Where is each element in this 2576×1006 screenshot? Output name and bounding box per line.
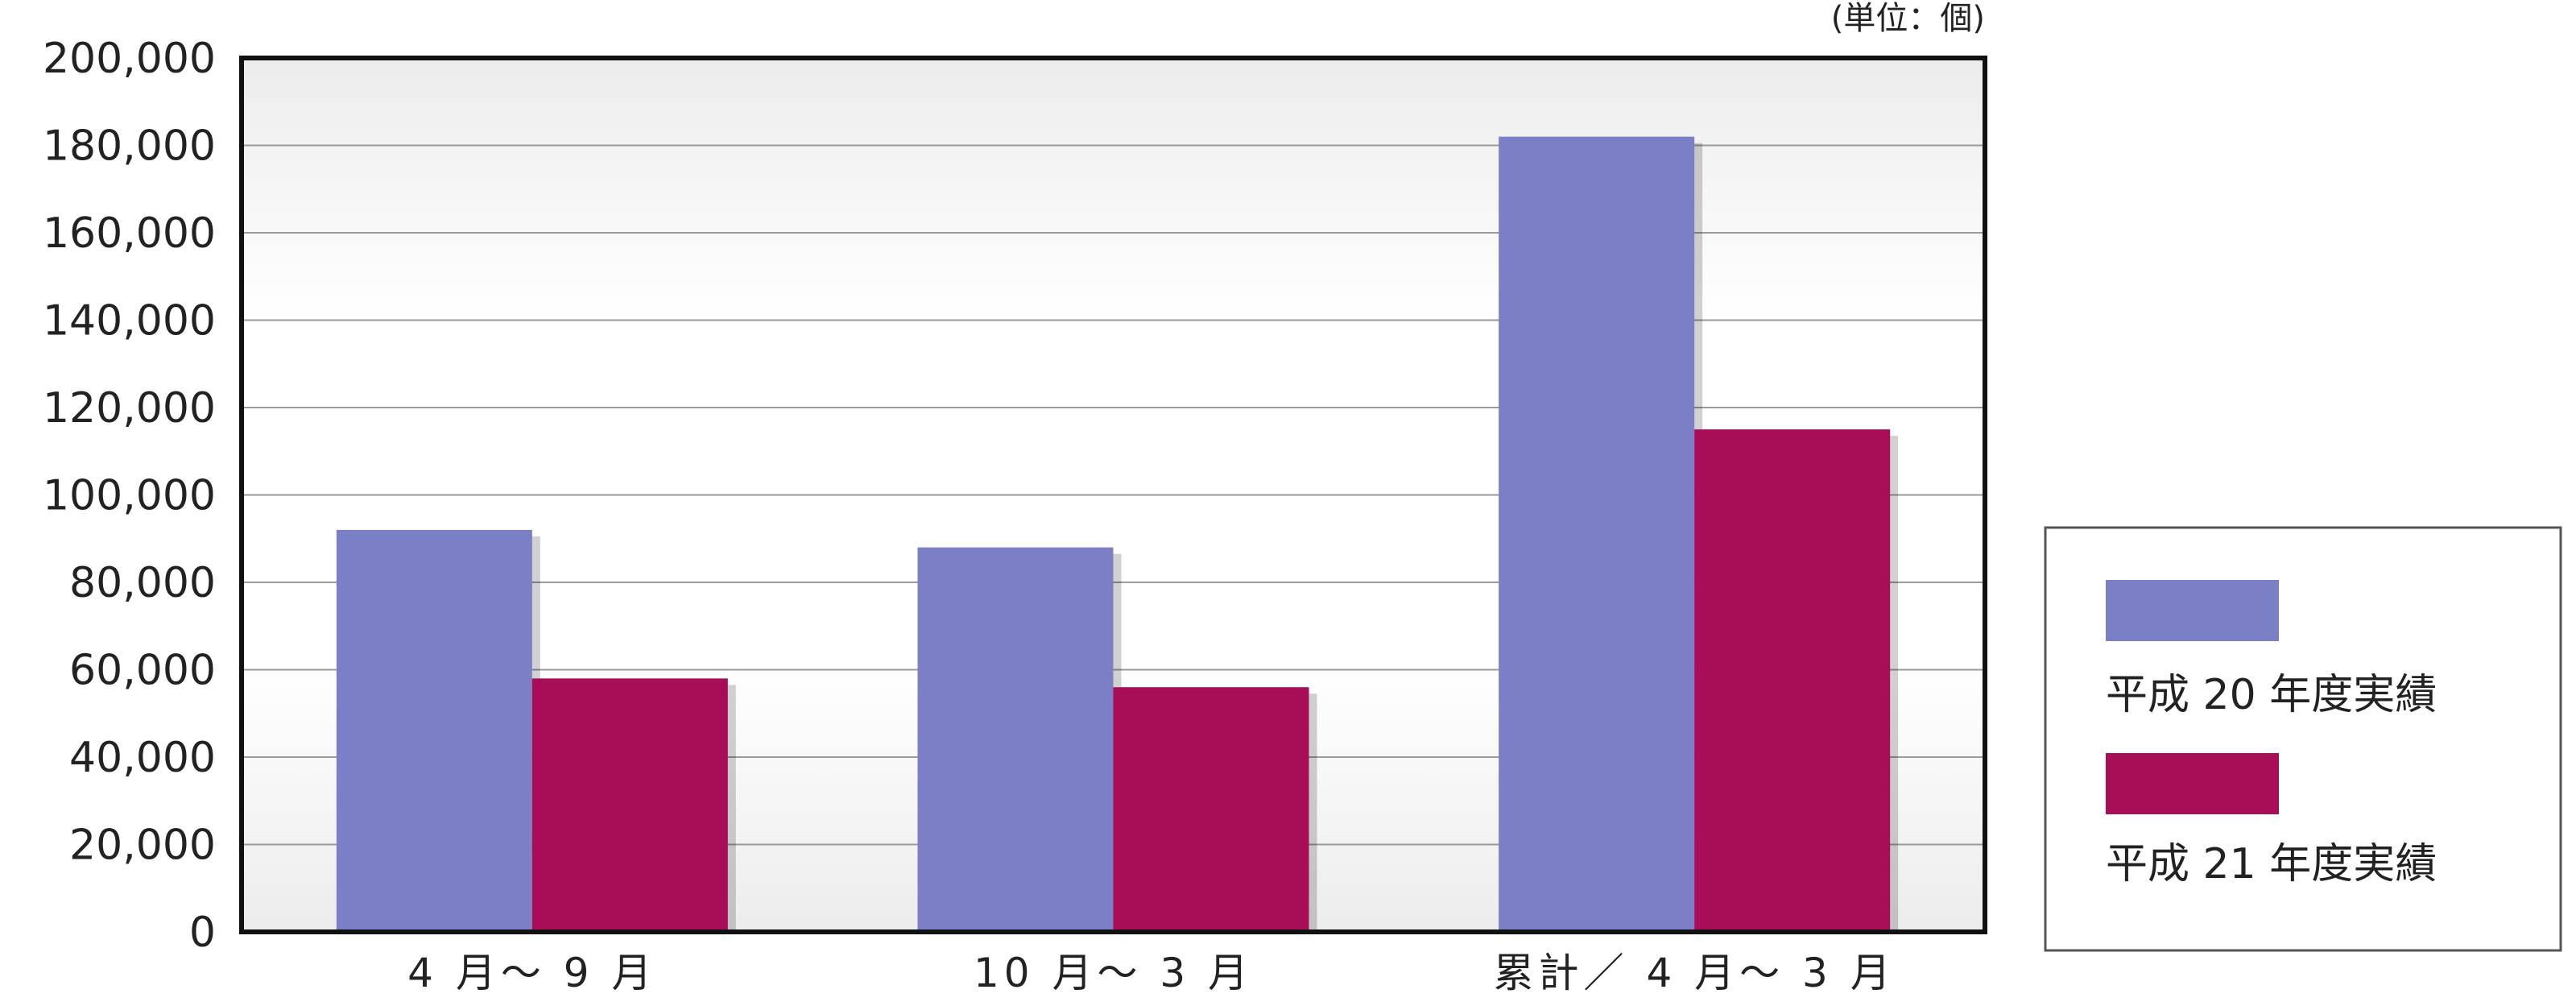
bars xyxy=(336,136,1899,932)
x-tick-labels: 4 月～ 9 月 10 月～ 3 月 累計／ 4 月～ 3 月 xyxy=(407,950,1896,996)
y-tick-label: 180,000 xyxy=(43,122,216,171)
bar-series-2 xyxy=(1113,687,1309,932)
bar-series-1 xyxy=(1499,136,1695,932)
legend-swatch-series-1 xyxy=(2106,580,2279,641)
y-tick-label: 40,000 xyxy=(69,734,216,782)
bar-series-2 xyxy=(531,678,728,932)
y-tick-label: 80,000 xyxy=(69,559,216,607)
legend-label-series-2: 平成 21 年度実績 xyxy=(2106,840,2437,888)
y-tick-label: 140,000 xyxy=(43,297,216,346)
x-tick-label: 4 月～ 9 月 xyxy=(407,950,656,996)
bar-series-1 xyxy=(917,547,1114,932)
bar-series-1 xyxy=(336,529,532,932)
legend-label-series-1: 平成 20 年度実績 xyxy=(2106,671,2437,719)
x-tick-label: 累計／ 4 月～ 3 月 xyxy=(1494,950,1896,996)
unit-label: (単位：個) xyxy=(1831,0,1985,37)
legend: 平成 20 年度実績 平成 21 年度実績 xyxy=(2044,526,2562,952)
y-tick-label: 20,000 xyxy=(69,822,216,870)
bar-series-2 xyxy=(1694,429,1891,932)
y-tick-label: 0 xyxy=(189,909,216,957)
y-tick-label: 60,000 xyxy=(69,647,216,695)
y-tick-label: 120,000 xyxy=(43,384,216,433)
y-tick-label: 200,000 xyxy=(43,35,216,83)
plot-border xyxy=(239,56,1987,934)
x-tick-label: 10 月～ 3 月 xyxy=(974,950,1253,996)
y-tick-label: 160,000 xyxy=(43,209,216,258)
legend-swatch-series-2 xyxy=(2106,753,2279,814)
y-tick-labels: 0 20,000 40,000 60,000 80,000 100,000 120,000 1… xyxy=(43,35,216,957)
y-tick-label: 100,000 xyxy=(43,472,216,520)
